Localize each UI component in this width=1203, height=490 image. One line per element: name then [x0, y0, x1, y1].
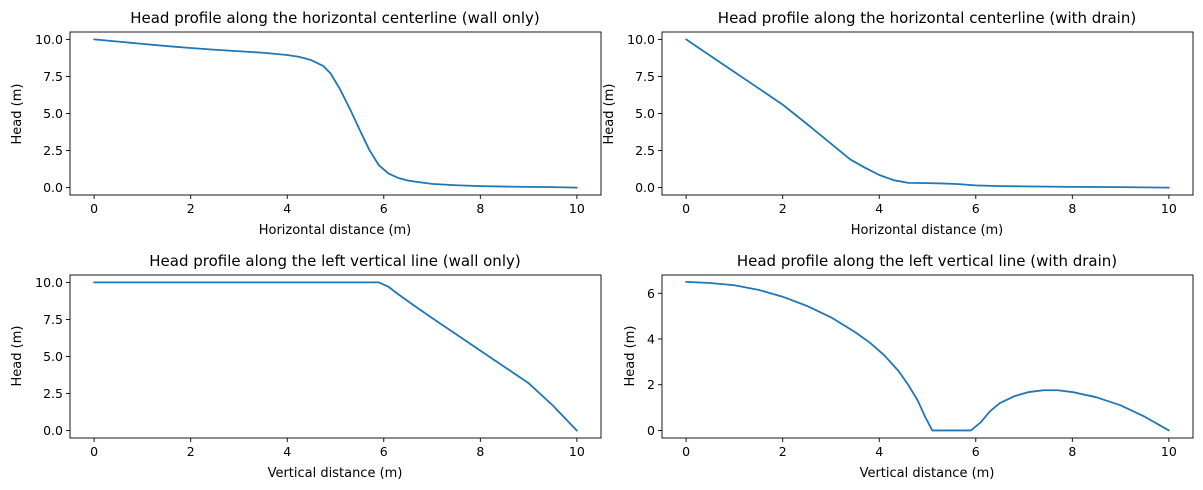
y-tick-label: 10.0	[35, 32, 63, 47]
y-tick-label: 2.5	[43, 386, 63, 401]
x-tick-label: 8	[1068, 201, 1076, 216]
y-axis-label: Head (m)	[623, 326, 638, 387]
chart-title: Head profile along the left vertical lin…	[737, 252, 1117, 270]
y-tick-label: 4	[647, 332, 655, 347]
subplot-top-left: Head profile along the horizontal center…	[10, 9, 602, 238]
x-tick-label: 4	[283, 201, 291, 216]
x-tick-label: 8	[476, 444, 484, 459]
y-tick-label: 7.5	[635, 69, 655, 84]
y-axis-label: Head (m)	[10, 84, 25, 145]
x-tick-label: 6	[972, 201, 980, 216]
x-tick-label: 0	[682, 201, 690, 216]
y-tick-label: 0	[647, 423, 655, 438]
series-line	[685, 280, 1170, 432]
y-tick-label: 10.0	[627, 32, 655, 47]
y-tick-label: 2.5	[635, 143, 655, 158]
x-tick-label: 10	[569, 201, 585, 216]
y-axis-label: Head (m)	[10, 326, 25, 387]
x-tick-label: 0	[90, 201, 98, 216]
x-tick-label: 6	[380, 201, 388, 216]
x-tick-label: 4	[875, 444, 883, 459]
x-tick-label: 0	[682, 444, 690, 459]
x-tick-label: 2	[187, 444, 195, 459]
y-tick-label: 2	[647, 377, 655, 392]
series-line	[93, 281, 578, 432]
x-axis-label: Vertical distance (m)	[268, 466, 403, 481]
y-tick-label: 7.5	[43, 312, 63, 327]
y-axis-label: Head (m)	[602, 84, 617, 145]
x-tick-label: 8	[1068, 444, 1076, 459]
x-tick-label: 4	[283, 444, 291, 459]
axes-frame	[69, 274, 602, 439]
x-tick-label: 8	[476, 201, 484, 216]
y-tick-label: 7.5	[43, 69, 63, 84]
chart-title: Head profile along the horizontal center…	[718, 9, 1136, 27]
x-tick-label: 10	[569, 444, 585, 459]
x-tick-label: 4	[875, 201, 883, 216]
x-axis-label: Horizontal distance (m)	[851, 223, 1004, 238]
x-tick-label: 10	[1161, 201, 1177, 216]
subplot-bottom-right: Head profile along the left vertical lin…	[623, 252, 1194, 481]
y-tick-label: 5.0	[635, 106, 655, 121]
x-tick-label: 6	[972, 444, 980, 459]
axes-frame	[661, 274, 1194, 439]
x-tick-label: 6	[380, 444, 388, 459]
series-line	[93, 38, 578, 189]
x-axis-label: Horizontal distance (m)	[259, 223, 412, 238]
y-tick-label: 0.0	[43, 423, 63, 438]
y-tick-label: 5.0	[43, 349, 63, 364]
x-tick-label: 0	[90, 444, 98, 459]
chart-title: Head profile along the left vertical lin…	[149, 252, 520, 270]
y-tick-label: 0.0	[635, 180, 655, 195]
x-tick-label: 2	[779, 201, 787, 216]
x-axis-label: Vertical distance (m)	[860, 466, 995, 481]
axes-frame	[69, 31, 602, 196]
series-line	[685, 38, 1170, 189]
axes-frame	[661, 31, 1194, 196]
x-tick-label: 2	[779, 444, 787, 459]
y-tick-label: 2.5	[43, 143, 63, 158]
x-tick-label: 10	[1161, 444, 1177, 459]
x-tick-label: 2	[187, 201, 195, 216]
chart-title: Head profile along the horizontal center…	[130, 9, 540, 27]
y-tick-label: 0.0	[43, 180, 63, 195]
subplot-top-right: Head profile along the horizontal center…	[602, 9, 1194, 238]
subplot-bottom-left: Head profile along the left vertical lin…	[10, 252, 602, 481]
y-tick-label: 10.0	[35, 275, 63, 290]
y-tick-label: 5.0	[43, 106, 63, 121]
y-tick-label: 6	[647, 286, 655, 301]
